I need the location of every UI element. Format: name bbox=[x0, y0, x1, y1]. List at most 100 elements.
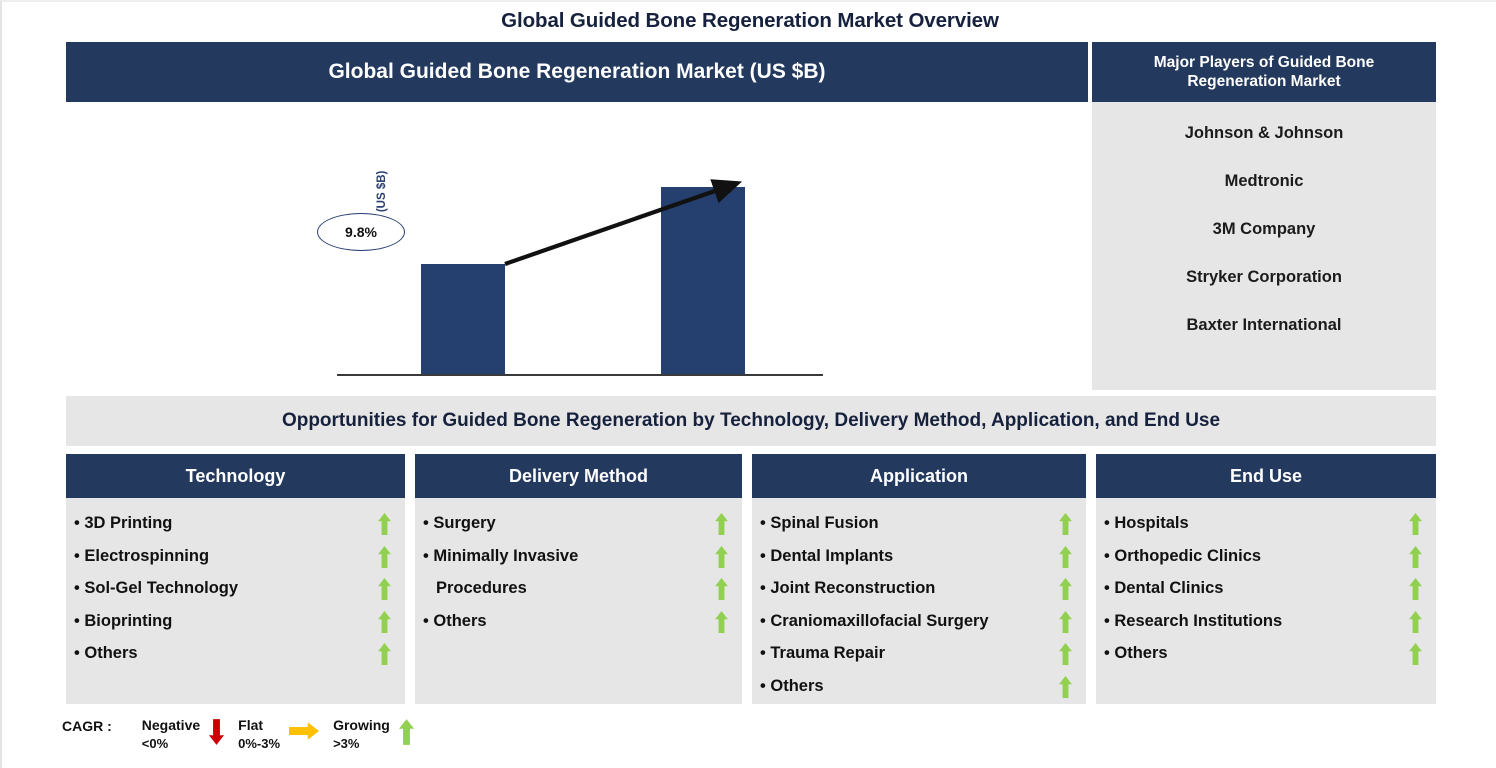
segment-list-item: • Minimally Invasive bbox=[415, 541, 742, 574]
segment-list-item: • Joint Reconstruction bbox=[752, 573, 1086, 606]
chart-panel-header: Global Guided Bone Regeneration Market (… bbox=[66, 42, 1088, 102]
segment-column-technology: Technology • 3D Printing • Electrospinnin… bbox=[66, 454, 405, 704]
segment-item-label: • Orthopedic Clinics bbox=[1104, 546, 1262, 565]
segment-item-label: • Others bbox=[760, 676, 824, 695]
segment-list-item: • Others bbox=[1096, 638, 1436, 671]
cagr-legend-entry: Flat 0%-3% bbox=[238, 716, 320, 752]
trend-arrow-up-icon bbox=[715, 513, 728, 535]
segment-list-item: Procedures bbox=[415, 573, 742, 606]
segment-item-label: • Others bbox=[423, 611, 487, 630]
chart-plot-area: Value (US $B) 9.8% Source : Lucintel bbox=[66, 102, 1088, 424]
trend-arrow-up-icon bbox=[1409, 643, 1422, 665]
trend-arrow-up-icon bbox=[1409, 610, 1422, 633]
segment-list-item: • Trauma Repair bbox=[752, 638, 1086, 671]
cagr-legend-entries: Negative <0% Flat 0%-3% Growing >3% bbox=[142, 716, 428, 752]
segment-column-header: Delivery Method bbox=[415, 454, 742, 498]
segment-item-list: • Spinal Fusion • Dental Implants • Joint … bbox=[752, 498, 1086, 703]
trend-arrow-up-icon bbox=[378, 610, 391, 633]
cagr-legend-entry: Growing >3% bbox=[333, 716, 414, 752]
trend-arrow-up-icon bbox=[1059, 643, 1072, 665]
segment-item-label: Procedures bbox=[436, 579, 527, 597]
major-player-item: Baxter International bbox=[1186, 316, 1342, 334]
cagr-value-badge: 9.8% bbox=[317, 213, 405, 251]
trend-arrow-up-icon bbox=[1409, 545, 1422, 568]
cagr-legend-label: Negative bbox=[141, 717, 201, 733]
segment-list-item: • Dental Implants bbox=[752, 541, 1086, 574]
segment-list-item: • Orthopedic Clinics bbox=[1096, 541, 1436, 574]
segment-item-label: • Dental Implants bbox=[760, 546, 894, 565]
segment-list-item: • Bioprinting bbox=[66, 606, 405, 639]
segment-item-label: • Surgery bbox=[423, 514, 496, 532]
segment-list-item: • Electrospinning bbox=[66, 541, 405, 574]
segment-list-item: • 3D Printing bbox=[66, 508, 405, 541]
major-players-header: Major Players of Guided Bone Regeneratio… bbox=[1092, 42, 1436, 102]
segment-item-label: • Others bbox=[1104, 644, 1168, 662]
trend-arrow-up-icon bbox=[1059, 675, 1072, 698]
trend-arrow-up-icon bbox=[1059, 545, 1072, 568]
segment-item-label: • Others bbox=[74, 644, 138, 662]
major-players-list: Johnson & Johnson Medtronic 3M Company Stry… bbox=[1092, 102, 1436, 390]
trend-arrow-up-icon bbox=[378, 643, 391, 665]
segment-item-label: • Joint Reconstruction bbox=[760, 579, 936, 597]
cagr-legend: CAGR : Negative <0% Flat 0%-3% Growing >3% bbox=[62, 716, 428, 762]
segment-item-label: • Craniomaxillofacial Surgery bbox=[760, 611, 989, 630]
market-chart-panel: Global Guided Bone Regeneration Market (… bbox=[66, 42, 1088, 424]
cagr-legend-range: 0%-3% bbox=[238, 736, 281, 751]
cagr-legend-label: Growing bbox=[333, 717, 390, 733]
segment-column-header: End Use bbox=[1096, 454, 1436, 498]
segment-item-label: • Minimally Invasive bbox=[423, 546, 579, 565]
chart-bar-2031 bbox=[661, 187, 745, 374]
chart-x-axis-line bbox=[337, 374, 823, 376]
cagr-legend-title: CAGR : bbox=[62, 718, 112, 734]
major-player-item: Johnson & Johnson bbox=[1184, 124, 1344, 142]
arrow-up-icon bbox=[398, 719, 414, 745]
segment-list-item: • Others bbox=[66, 638, 405, 671]
trend-arrow-up-icon bbox=[378, 545, 391, 568]
trend-arrow-up-icon bbox=[1059, 513, 1072, 535]
cagr-legend-range: <0% bbox=[141, 736, 169, 751]
trend-arrow-up-icon bbox=[1409, 513, 1422, 535]
segment-item-label: • 3D Printing bbox=[74, 514, 173, 532]
segment-item-list: • Surgery • Minimally Invasive Procedures •… bbox=[415, 498, 742, 638]
segment-list-item: • Spinal Fusion bbox=[752, 508, 1086, 541]
trend-arrow-up-icon bbox=[1059, 610, 1072, 633]
trend-arrow-up-icon bbox=[1409, 578, 1422, 600]
segment-column-header: Technology bbox=[66, 454, 405, 498]
major-players-panel: Major Players of Guided Bone Regeneratio… bbox=[1092, 42, 1436, 390]
page-title: Global Guided Bone Regeneration Market O… bbox=[501, 9, 999, 32]
segment-item-label: • Dental Clinics bbox=[1104, 579, 1224, 597]
segment-item-label: • Research Institutions bbox=[1104, 611, 1283, 630]
major-player-item: 3M Company bbox=[1212, 220, 1316, 238]
cagr-legend-label: Flat bbox=[238, 717, 264, 733]
segment-column-end-use: End Use • Hospitals • Orthopedic Clinics •… bbox=[1096, 454, 1436, 704]
trend-arrow-up-icon bbox=[715, 610, 728, 633]
segment-list-item: • Surgery bbox=[415, 508, 742, 541]
segment-item-list: • Hospitals • Orthopedic Clinics • Dental … bbox=[1096, 498, 1436, 671]
segment-list-item: • Others bbox=[752, 671, 1086, 704]
segment-list-item: • Craniomaxillofacial Surgery bbox=[752, 606, 1086, 639]
cagr-legend-entry: Negative <0% bbox=[141, 716, 225, 752]
arrow-down-icon bbox=[209, 719, 225, 745]
cagr-growth-arrow-icon bbox=[504, 179, 743, 266]
segment-column-header: Application bbox=[752, 454, 1086, 498]
major-player-item: Stryker Corporation bbox=[1186, 268, 1342, 286]
chart-bar-2025 bbox=[421, 264, 505, 374]
trend-arrow-up-icon bbox=[378, 513, 391, 535]
major-player-item: Medtronic bbox=[1224, 172, 1304, 190]
segment-item-label: • Spinal Fusion bbox=[760, 514, 879, 532]
arrow-right-icon bbox=[289, 722, 320, 740]
segment-item-list: • 3D Printing • Electrospinning • Sol-Gel … bbox=[66, 498, 405, 671]
segment-list-item: • Hospitals bbox=[1096, 508, 1436, 541]
segment-list-item: • Dental Clinics bbox=[1096, 573, 1436, 606]
segment-column-application: Application • Spinal Fusion • Dental Impl… bbox=[752, 454, 1086, 704]
segment-list-item: • Others bbox=[415, 606, 742, 639]
trend-arrow-up-icon bbox=[715, 578, 728, 600]
segment-item-label: • Hospitals bbox=[1104, 514, 1189, 532]
segment-item-label: • Electrospinning bbox=[74, 546, 210, 565]
trend-arrow-up-icon bbox=[1059, 578, 1072, 600]
cagr-legend-range: >3% bbox=[333, 736, 360, 751]
segment-item-label: • Sol-Gel Technology bbox=[74, 579, 239, 597]
segment-column-delivery-method: Delivery Method • Surgery • Minimally Inv… bbox=[415, 454, 742, 704]
segment-list-item: • Sol-Gel Technology bbox=[66, 573, 405, 606]
